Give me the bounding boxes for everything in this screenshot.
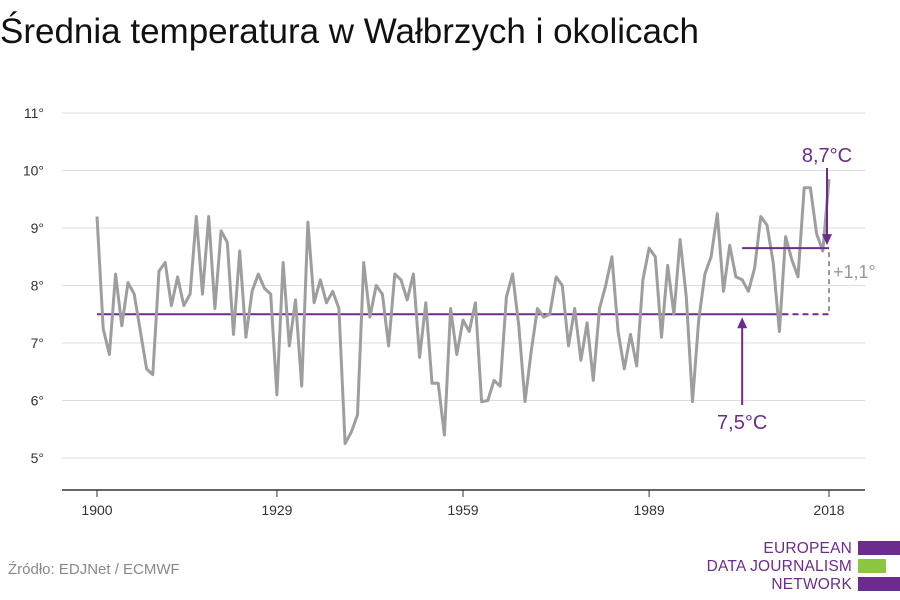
temperature-series-line [95,178,831,446]
edjnet-logo: EUROPEAN DATA JOURNALISM NETWORK [700,538,900,598]
logo-line-1: EUROPEAN [763,540,852,557]
x-tick-label: 1989 [634,502,665,518]
logo-line-3: NETWORK [771,576,852,593]
baseline-arrow-head [737,317,748,329]
y-tick-label: 8° [31,278,44,294]
logo-bar-green [858,559,886,573]
logo-bar-purple-top [858,541,900,555]
y-tick-label: 6° [31,393,44,409]
y-tick-labels: 5° 6° 7° 8° 9° 10° 11° [23,105,44,466]
grid-lines [62,112,865,459]
y-tick-label: 5° [31,450,44,466]
y-tick-label: 9° [31,220,44,236]
baseline-value-label: 7,5°C [717,412,767,434]
difference-label: +1,1° [833,262,876,282]
x-tick-label: 2018 [813,502,844,518]
annotations: +1,1° 7,5°C 8,7°C [717,145,876,434]
x-axis: 1900 1929 1959 1989 2018 [62,489,865,518]
recent-arrow-head [822,234,832,246]
logo-line-2: DATA JOURNALISM [706,558,852,575]
recent-value-label: 8,7°C [802,145,852,167]
x-tick-label: 1900 [81,502,112,518]
x-tick-label: 1929 [261,502,292,518]
y-tick-label: 10° [23,163,44,179]
source-note: Źródło: EDJNet / ECMWF [8,561,180,578]
series-layer [95,178,831,446]
logo-bar-purple-bottom [858,577,900,591]
x-tick-label: 1959 [447,502,478,518]
page-title: Średnia temperatura w Wałbrzych i okolic… [0,12,699,51]
y-tick-label: 11° [24,105,44,121]
y-tick-label: 7° [31,335,44,351]
